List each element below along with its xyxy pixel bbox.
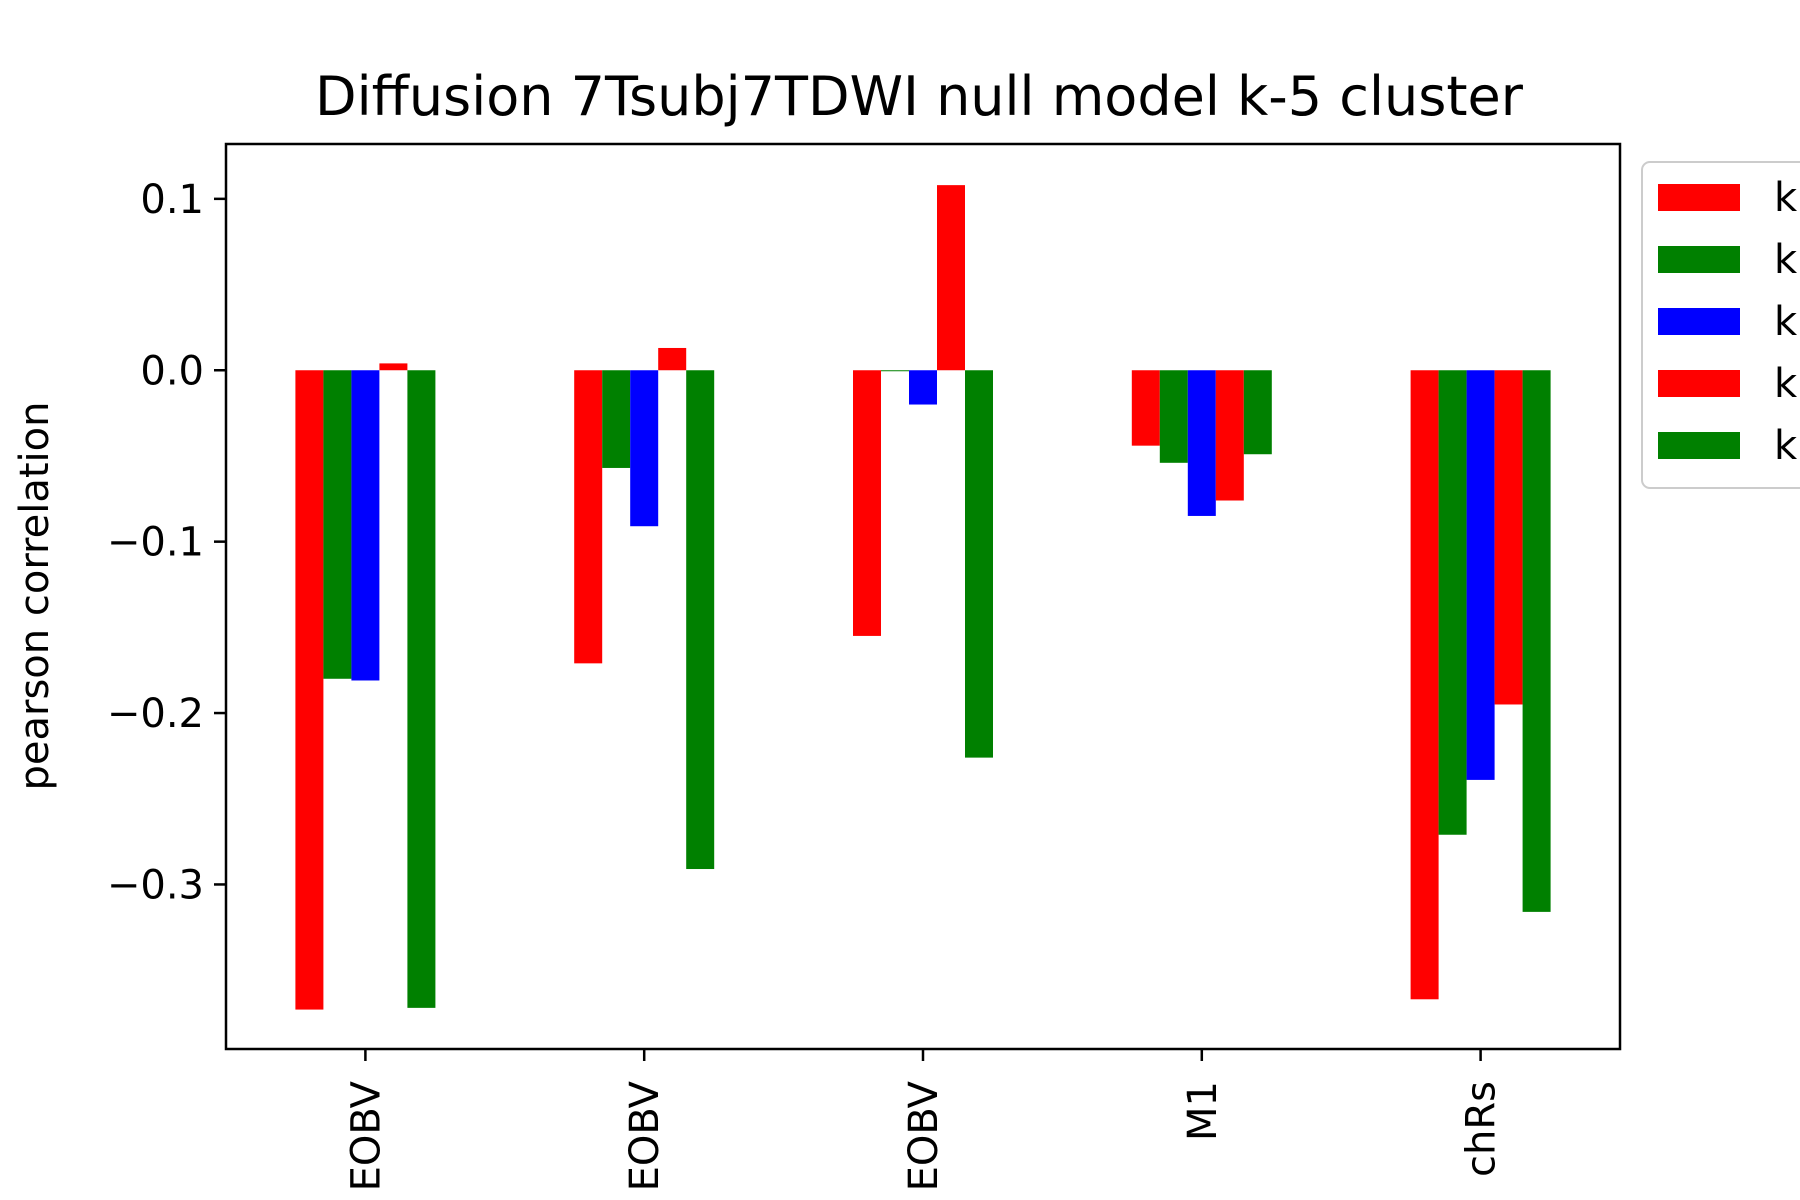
chart-title: Diffusion 7Tsubj7TDWI null model k-5 clu…: [315, 65, 1524, 128]
bar-series-5-cat-4: [1243, 370, 1272, 455]
bar-series-5-cat-3: [965, 370, 993, 758]
legend-swatch: [1658, 432, 1740, 459]
bar-series-1-cat-3: [853, 370, 881, 636]
bar-series-4-cat-2: [658, 347, 687, 371]
legend-label: k: [1774, 175, 1798, 221]
legend-label: k: [1774, 423, 1798, 469]
y-tick-label: 0.1: [140, 177, 204, 223]
legend-swatch: [1658, 246, 1740, 273]
y-tick-label: 0.0: [140, 348, 204, 394]
bar-series-4-cat-4: [1215, 370, 1244, 501]
legend-swatch: [1658, 184, 1740, 211]
bar-series-2-cat-2: [602, 370, 631, 468]
bar-series-1-cat-2: [574, 370, 603, 664]
bar-series-3-cat-2: [630, 370, 659, 527]
bar-series-3-cat-4: [1187, 370, 1216, 516]
bar-series-4-cat-1: [379, 363, 408, 371]
bar-series-5-cat-2: [686, 370, 715, 870]
x-tick-label: EOBV: [901, 1080, 947, 1191]
x-tick-label: EOBV: [343, 1080, 389, 1191]
bar-series-1-cat-1: [295, 370, 324, 1010]
bar-series-3-cat-3: [909, 370, 937, 405]
legend-label: k: [1774, 299, 1798, 345]
bar-series-5-cat-5: [1522, 370, 1551, 912]
bar-series-2-cat-5: [1438, 370, 1467, 835]
bar-series-2-cat-3: [881, 370, 909, 372]
y-tick-label: −0.2: [107, 691, 204, 737]
bar-series-3-cat-5: [1466, 370, 1495, 780]
y-axis: 0.1 0.0 −0.1 −0.2 −0.3: [107, 177, 226, 908]
x-axis: EOBV EOBV EOBV M1 chRs: [343, 1049, 1505, 1191]
bar-series-3-cat-1: [351, 370, 380, 681]
legend-swatch: [1658, 370, 1740, 397]
x-tick-label: chRs: [1459, 1081, 1505, 1177]
x-tick-label: EOBV: [622, 1080, 668, 1191]
bar-series-5-cat-1: [407, 370, 436, 1008]
y-tick-label: −0.3: [107, 862, 204, 908]
bar-series-1-cat-5: [1410, 370, 1439, 1000]
bar-series-2-cat-4: [1159, 370, 1188, 463]
x-tick-label: M1: [1180, 1081, 1226, 1141]
bar-series-4-cat-5: [1494, 370, 1523, 705]
bar-series-4-cat-3: [937, 185, 965, 371]
bars-group: [295, 185, 1551, 1010]
bar-series-2-cat-1: [323, 370, 352, 679]
legend-label: k: [1774, 237, 1798, 283]
y-tick-label: −0.1: [107, 520, 204, 566]
legend-label: k: [1774, 361, 1798, 407]
bar-series-1-cat-4: [1131, 370, 1160, 446]
y-axis-label: pearson correlation: [12, 402, 58, 791]
legend-swatch: [1658, 308, 1740, 335]
